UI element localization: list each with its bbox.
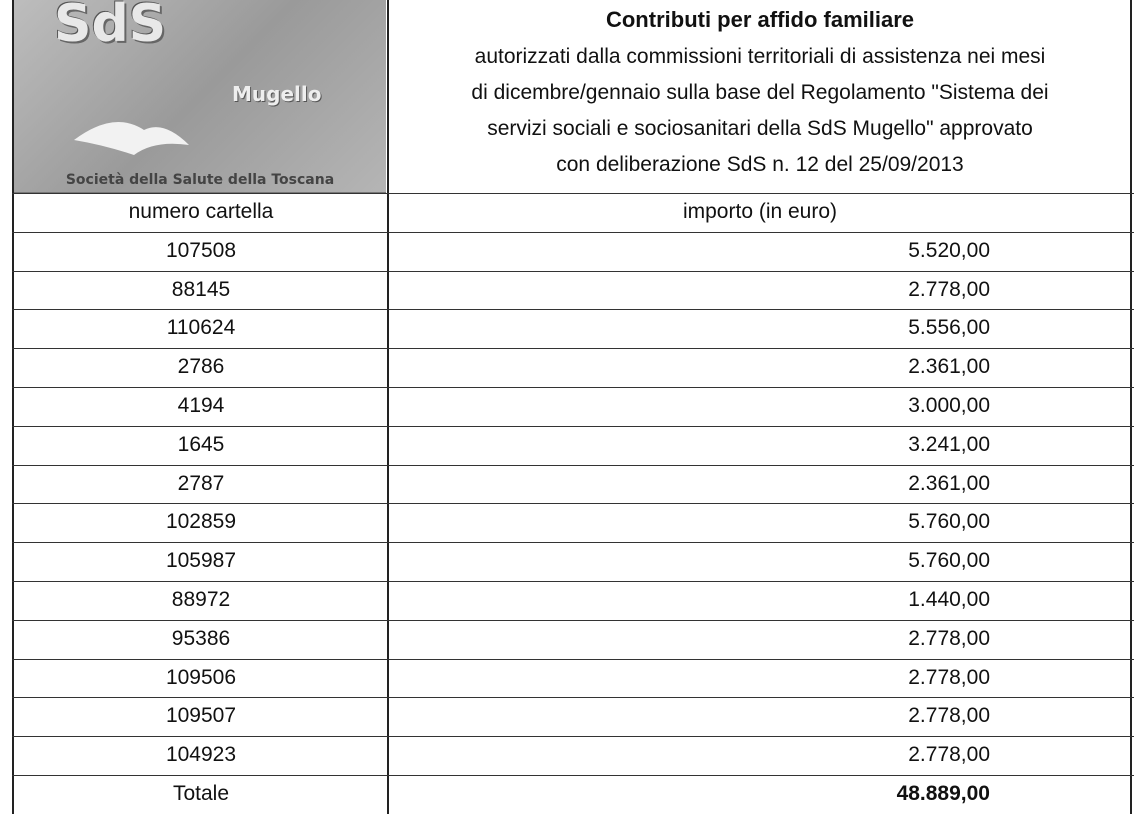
row-line <box>12 270 1134 272</box>
border <box>1130 0 1132 814</box>
total-value: 48.889,00 <box>896 782 990 805</box>
row-line <box>12 658 1134 660</box>
cell-amount: 2.778,00 <box>908 743 990 767</box>
column-header: importo (in euro) <box>682 200 838 223</box>
header-line: con deliberazione SdS n. 12 del 25/09/20… <box>556 153 964 176</box>
row-line <box>12 425 1134 427</box>
cell-id: 2787 <box>177 471 225 495</box>
cell-amount: 3.000,00 <box>908 394 990 417</box>
logo: SdS Mugello Società della Salute della T… <box>14 0 386 194</box>
header-title: Contributi per affido familiare <box>605 7 915 32</box>
row-line <box>12 348 1134 350</box>
border <box>387 0 389 814</box>
row-line <box>12 387 1134 388</box>
row-line <box>12 231 1134 233</box>
cell-amount: 1.440,00 <box>908 588 990 611</box>
cell-amount: 2.778,00 <box>908 665 990 689</box>
logo-subtitle: Mugello <box>232 82 322 106</box>
cell-id: 4194 <box>177 394 225 417</box>
border <box>12 0 14 814</box>
column-header: numero cartella <box>128 200 274 223</box>
cell-amount: 5.760,00 <box>908 510 990 534</box>
row-line <box>12 619 1134 621</box>
cell-amount: 2.778,00 <box>908 704 990 728</box>
logo-caption: Società della Salute della Toscana <box>65 172 335 188</box>
cell-id: 102859 <box>165 510 237 534</box>
cell-amount: 2.361,00 <box>908 355 990 379</box>
row-line <box>12 581 1134 582</box>
cell-amount: 5.556,00 <box>908 316 990 340</box>
header-text: Contributi per affido familiare autorizz… <box>390 2 1130 183</box>
cell-amount: 5.760,00 <box>908 549 990 573</box>
row-line <box>12 542 1134 544</box>
cell-id: 88145 <box>171 277 231 301</box>
cell-id: 109507 <box>165 704 237 728</box>
logo-bird <box>74 122 189 155</box>
logo-title: SdS <box>54 0 167 54</box>
cell-amount: 2.778,00 <box>908 626 990 650</box>
cell-id: 110624 <box>166 316 236 340</box>
row-line <box>12 736 1134 738</box>
header-line: di dicembre/gennaio sulla base del Regol… <box>471 81 1049 104</box>
row-line <box>12 503 1134 505</box>
row-line <box>12 309 1134 311</box>
cell-amount: 2.778,00 <box>908 277 990 301</box>
cell-id: 105987 <box>165 549 237 573</box>
row-line <box>12 193 1134 194</box>
cell-id: 88972 <box>171 588 231 611</box>
header-line: autorizzati dalla commissioni territoria… <box>474 45 1046 68</box>
cell-id: 95386 <box>171 626 231 650</box>
row-line <box>12 697 1134 699</box>
cell-amount: 3.241,00 <box>908 432 990 456</box>
row-line <box>12 464 1134 466</box>
cell-amount: 2.361,00 <box>908 471 990 495</box>
cell-id: 107508 <box>165 238 237 262</box>
total-label: Totale <box>172 782 230 805</box>
cell-amount: 5.520,00 <box>908 238 990 262</box>
cell-id: 1645 <box>177 432 225 456</box>
cell-id: 104923 <box>165 743 237 767</box>
cell-id: 109506 <box>165 665 237 689</box>
row-line <box>12 775 1134 776</box>
cell-id: 2786 <box>177 355 225 379</box>
header-line: servizi sociali e sociosanitari della Sd… <box>487 117 1033 140</box>
